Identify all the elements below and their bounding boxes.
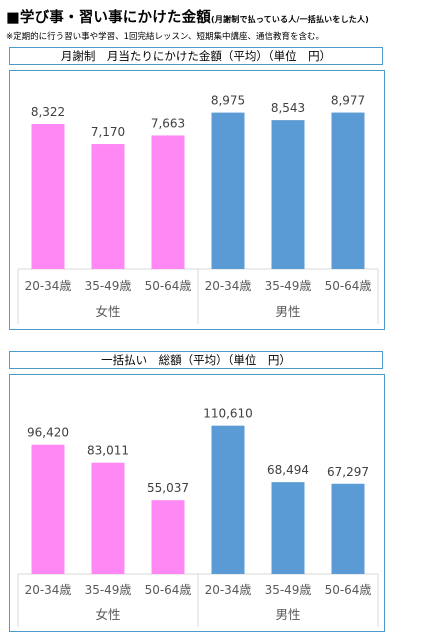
data-label: 83,011 xyxy=(87,444,129,458)
scope-note: ※定期的に行う習い事や学習、1回完結レッスン、短期集中講座、通信教育を含む。 xyxy=(6,32,325,42)
category-label: 50-64歳 xyxy=(145,583,192,597)
page-title: ■学び事・習い事にかけた金額(月謝制で払っている人/一括払いをした人) xyxy=(6,6,369,27)
bar-male-1 xyxy=(271,120,305,269)
bar-male-0 xyxy=(211,112,245,269)
chart-2-title: 一括払い 総額（平均）（単位 円） xyxy=(9,351,383,369)
data-label: 67,297 xyxy=(327,465,369,479)
data-label: 8,322 xyxy=(31,105,65,119)
bar-female-0 xyxy=(31,123,65,269)
data-label: 8,543 xyxy=(271,101,305,115)
page-title-subtitle: (月謝制で払っている人/一括払いをした人) xyxy=(211,15,370,24)
category-label: 20-34歳 xyxy=(205,279,252,293)
data-label: 7,663 xyxy=(151,116,185,130)
category-label: 50-64歳 xyxy=(325,279,372,293)
category-label: 50-64歳 xyxy=(145,279,192,293)
data-label: 68,494 xyxy=(267,463,309,477)
category-label: 20-34歳 xyxy=(205,583,252,597)
data-label: 8,977 xyxy=(331,94,365,108)
category-label: 20-34歳 xyxy=(25,279,72,293)
bar-female-1 xyxy=(91,462,125,574)
group-label-female: 女性 xyxy=(95,607,120,622)
bar-male-2 xyxy=(331,483,365,574)
bar-female-2 xyxy=(151,500,185,574)
page-title-main: ■学び事・習い事にかけた金額 xyxy=(6,10,211,26)
data-label: 55,037 xyxy=(147,481,189,495)
category-label: 50-64歳 xyxy=(325,583,372,597)
bar-female-2 xyxy=(151,135,185,269)
chart-1-title: 月謝制 月当たりにかけた金額（平均）（単位 円） xyxy=(9,47,383,65)
bar-male-2 xyxy=(331,112,365,269)
category-label: 35-49歳 xyxy=(85,279,132,293)
data-label: 7,170 xyxy=(91,125,125,139)
category-label: 35-49歳 xyxy=(265,583,312,597)
bar-male-1 xyxy=(271,482,305,574)
bar-female-0 xyxy=(31,444,65,574)
chart-2-frame: 96,420 20-34歳 83,011 35-49歳 55,037 50-64歳 110,… xyxy=(9,374,385,632)
group-label-female: 女性 xyxy=(95,304,120,319)
group-label-male: 男性 xyxy=(275,607,300,622)
bar-female-1 xyxy=(91,144,125,269)
category-label: 20-34歳 xyxy=(25,583,72,597)
chart-1-svg: 8,322 20-34歳 7,170 35-49歳 7,663 50-64歳 8,975 20… xyxy=(17,94,379,324)
chart-2-svg: 96,420 20-34歳 83,011 35-49歳 55,037 50-64歳 110,… xyxy=(17,407,379,627)
data-label: 110,610 xyxy=(203,407,253,421)
category-label: 35-49歳 xyxy=(85,583,132,597)
bar-male-0 xyxy=(211,425,245,574)
chart-1-frame: 8,322 20-34歳 7,170 35-49歳 7,663 50-64歳 8,975 20… xyxy=(9,70,385,330)
category-label: 35-49歳 xyxy=(265,279,312,293)
data-label: 8,975 xyxy=(211,94,245,108)
group-label-male: 男性 xyxy=(275,304,300,319)
data-label: 96,420 xyxy=(27,426,69,440)
